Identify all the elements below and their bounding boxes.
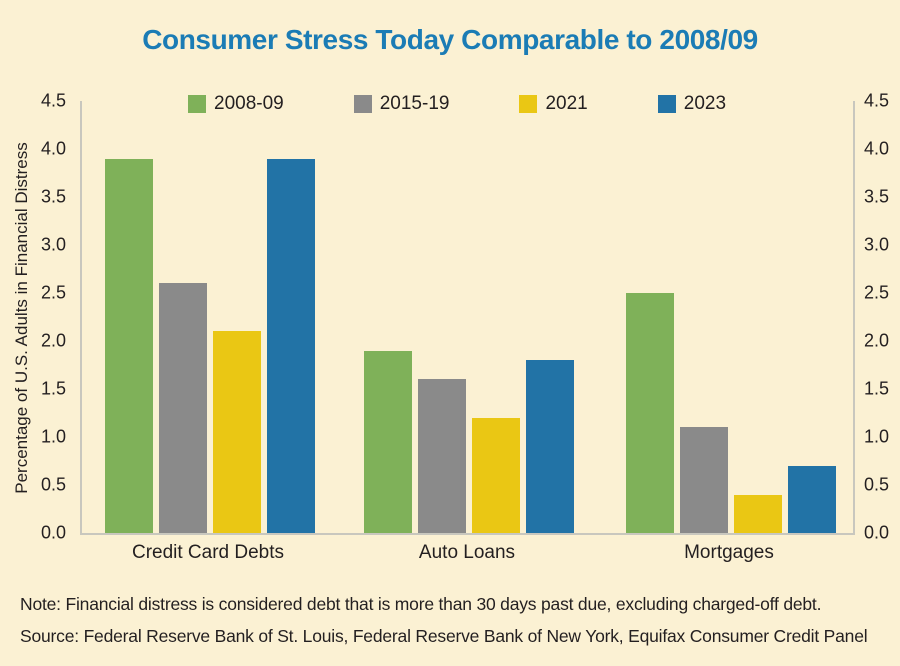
legend-item-2021: 2021 [519, 93, 588, 115]
legend-label: 2023 [683, 93, 727, 114]
legend-swatch-2008-09 [188, 95, 206, 113]
y-axis-ticks-right: 0.0 0.5 1.0 1.5 2.0 2.5 3.0 3.5 4.0 4.5 [860, 91, 900, 543]
bar-2021-credit-card-debts [213, 331, 261, 533]
bar-2023-mortgages [788, 465, 836, 533]
y-tick-right-4-0: 4.0 [864, 138, 890, 159]
bar-2015-19-credit-card-debts [159, 283, 207, 533]
y-tick-left-3-0: 3.0 [40, 234, 66, 255]
y-tick-left-0-0: 0.0 [40, 522, 66, 543]
legend-item-2015-19: 2015-19 [353, 93, 450, 115]
bar-2015-19-auto-loans [418, 379, 466, 533]
bar-group-credit-card-debts [105, 101, 315, 533]
x-axis-label-credit-card-debts: Credit Card Debts [131, 542, 285, 563]
legend-swatch-2023 [657, 95, 676, 113]
legend-label: 2015-19 [379, 93, 450, 114]
bar-2008-09-mortgages [626, 293, 674, 533]
bar-2015-19-mortgages [680, 427, 728, 533]
bar-group-auto-loans [364, 101, 574, 533]
legend-swatch-2021 [519, 95, 538, 113]
legend-swatch-2015-19 [353, 95, 372, 113]
y-tick-right-3-5: 3.5 [864, 186, 890, 207]
y-tick-right-3-0: 3.0 [864, 234, 890, 255]
y-tick-left-4-0: 4.0 [40, 138, 66, 159]
plot-area [80, 101, 855, 535]
y-tick-left-1-5: 1.5 [40, 378, 66, 399]
y-tick-right-1-0: 1.0 [864, 426, 890, 447]
note-text: Note: Financial distress is considered d… [20, 594, 822, 614]
bar-2021-mortgages [734, 494, 782, 533]
y-axis-ticks-left: 0.0 0.5 1.0 1.5 2.0 2.5 3.0 3.5 4.0 4.5 [0, 91, 72, 543]
x-axis-label-auto-loans: Auto Loans [418, 542, 516, 563]
y-tick-right-0-5: 0.5 [864, 474, 890, 495]
bar-2023-credit-card-debts [267, 158, 315, 533]
chart-legend: 2008-09 2015-19 2021 2023 [188, 92, 726, 116]
y-tick-right-4-5: 4.5 [864, 90, 890, 111]
bar-2008-09-auto-loans [364, 350, 412, 533]
bar-2023-auto-loans [526, 360, 574, 533]
chart-title: Consumer Stress Today Comparable to 2008… [142, 24, 758, 55]
bar-2021-auto-loans [472, 417, 520, 533]
legend-label: 2021 [545, 93, 588, 114]
legend-label: 2008-09 [214, 93, 284, 114]
x-axis-labels: Credit Card Debts Auto Loans Mortgages [0, 542, 900, 568]
y-tick-left-3-5: 3.5 [40, 186, 66, 207]
y-tick-right-2-5: 2.5 [864, 282, 890, 303]
y-tick-right-2-0: 2.0 [864, 330, 890, 351]
y-tick-right-1-5: 1.5 [864, 378, 890, 399]
y-tick-left-2-5: 2.5 [40, 282, 66, 303]
legend-item-2008-09: 2008-09 [188, 93, 284, 115]
y-tick-left-0-5: 0.5 [40, 474, 66, 495]
legend-item-2023: 2023 [657, 93, 727, 115]
source-text: Source: Federal Reserve Bank of St. Loui… [20, 626, 868, 646]
y-tick-left-2-0: 2.0 [40, 330, 66, 351]
y-tick-left-1-0: 1.0 [40, 426, 66, 447]
y-tick-right-0-0: 0.0 [864, 522, 890, 543]
bar-2008-09-credit-card-debts [105, 158, 153, 533]
x-axis-label-mortgages: Mortgages [684, 542, 774, 563]
bar-group-mortgages [626, 101, 836, 533]
y-tick-left-4-5: 4.5 [40, 90, 66, 111]
